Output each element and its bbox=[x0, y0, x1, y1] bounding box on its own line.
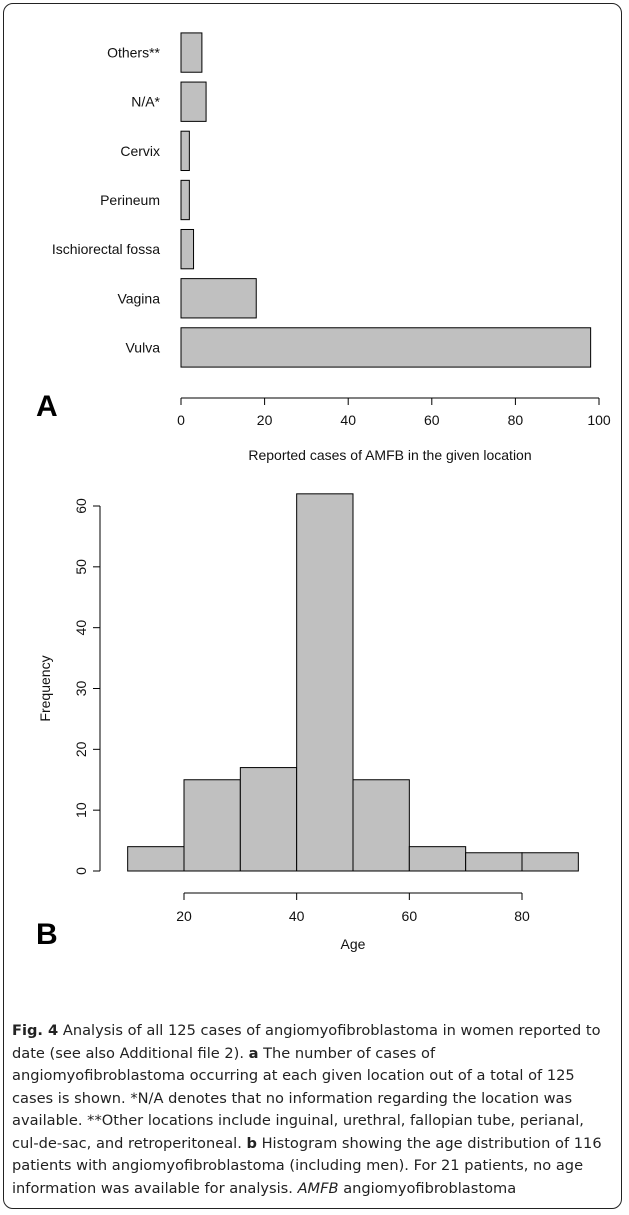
bar-others bbox=[180, 32, 203, 73]
caption-b-label: b bbox=[246, 1134, 257, 1152]
panel-label-a: A bbox=[36, 390, 58, 423]
y-axis-title: Frequency bbox=[37, 655, 53, 721]
category-label-ischiorectal-fossa: Ischiorectal fossa bbox=[52, 241, 160, 257]
caption-intro: Analysis of all 125 cases of angiomyofib… bbox=[12, 1022, 601, 1062]
x-axis-title-b: Age bbox=[341, 936, 366, 952]
x-axis-title: Reported cases of AMFB in the given loca… bbox=[248, 447, 531, 463]
histogram-bar-80-90 bbox=[521, 852, 579, 872]
x-tick-label-20: 20 bbox=[257, 412, 273, 428]
x-tick-label-b-80: 80 bbox=[514, 908, 530, 924]
caption-fig-label: Fig. 4 bbox=[12, 1022, 59, 1039]
bar-ischiorectal-fossa bbox=[180, 228, 195, 270]
x-tick-label-100: 100 bbox=[587, 412, 611, 428]
category-label-cervix: Cervix bbox=[120, 143, 160, 159]
bar-cervix bbox=[180, 130, 190, 172]
category-label-vagina: Vagina bbox=[117, 290, 160, 306]
category-label-n-a: N/A* bbox=[131, 94, 160, 110]
x-tick-label-b-40: 40 bbox=[289, 908, 305, 924]
y-tick-label-50: 50 bbox=[73, 559, 89, 575]
caption-abbr-def: angiomyofibroblastoma bbox=[338, 1179, 517, 1197]
bar-perineum bbox=[180, 179, 190, 221]
caption-a-text: The number of cases of angiomyofibroblas… bbox=[12, 1044, 584, 1152]
caption-b-text: Histogram showing the age distribution o… bbox=[12, 1134, 602, 1197]
y-tick-label-20: 20 bbox=[73, 741, 89, 757]
x-tick-label-b-60: 60 bbox=[402, 908, 418, 924]
category-label-vulva: Vulva bbox=[125, 339, 160, 355]
histogram-bar-20-30 bbox=[183, 779, 241, 872]
x-tick-label-60: 60 bbox=[424, 412, 440, 428]
histogram-bar-30-40 bbox=[239, 767, 298, 872]
caption-abbr: AMFB bbox=[297, 1179, 339, 1197]
histogram-bar-60-70 bbox=[408, 846, 467, 872]
histogram-bar-10-20 bbox=[127, 846, 185, 872]
y-tick-label-10: 10 bbox=[73, 802, 89, 818]
y-tick-label-60: 60 bbox=[73, 498, 89, 514]
bar-vulva bbox=[180, 327, 592, 368]
figure-frame bbox=[3, 3, 622, 1209]
y-tick-label-0: 0 bbox=[73, 867, 89, 875]
histogram-bar-40-50 bbox=[296, 493, 354, 872]
histogram-bar-50-60 bbox=[352, 779, 410, 872]
category-label-others: Others** bbox=[107, 45, 160, 61]
figure-caption: Fig. 4 Analysis of all 125 cases of angi… bbox=[12, 1020, 612, 1200]
caption-a-label: a bbox=[248, 1044, 259, 1062]
bar-vagina bbox=[180, 278, 257, 319]
x-tick-label-b-20: 20 bbox=[176, 908, 192, 924]
bar-n-a bbox=[180, 81, 207, 122]
x-tick-label-0: 0 bbox=[177, 412, 185, 428]
panel-b-histogram: 0 10 20 30 40 50 60 Frequency 20 40 60 80 Age B bbox=[36, 493, 579, 952]
panel-a-bar-chart: Vulva Vagina Ischiorectal fossa Perineum Cer… bbox=[36, 32, 611, 463]
y-tick-label-40: 40 bbox=[73, 620, 89, 636]
x-tick-label-40: 40 bbox=[340, 412, 356, 428]
y-tick-label-30: 30 bbox=[73, 681, 89, 697]
category-label-perineum: Perineum bbox=[100, 192, 160, 208]
panel-label-b: B bbox=[36, 918, 58, 951]
x-tick-label-80: 80 bbox=[508, 412, 524, 428]
histogram-bar-70-80 bbox=[465, 852, 523, 872]
